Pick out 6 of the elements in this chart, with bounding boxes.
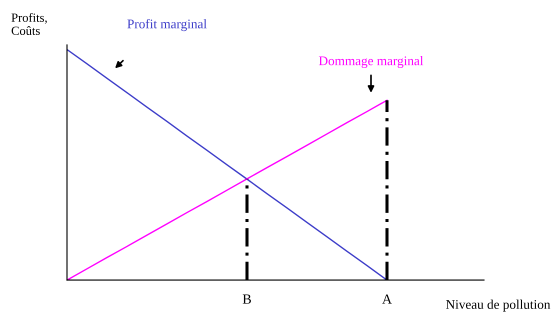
text: Profit marginal bbox=[127, 18, 207, 32]
text: Dommage marginal bbox=[318, 56, 424, 68]
y-axis-title: Profits, Coûts bbox=[11, 12, 47, 35]
x-tick-label: A bbox=[382, 294, 392, 304]
x-axis-title: Niveau de pollution bbox=[446, 300, 550, 312]
x-tick-label: B bbox=[242, 294, 251, 304]
